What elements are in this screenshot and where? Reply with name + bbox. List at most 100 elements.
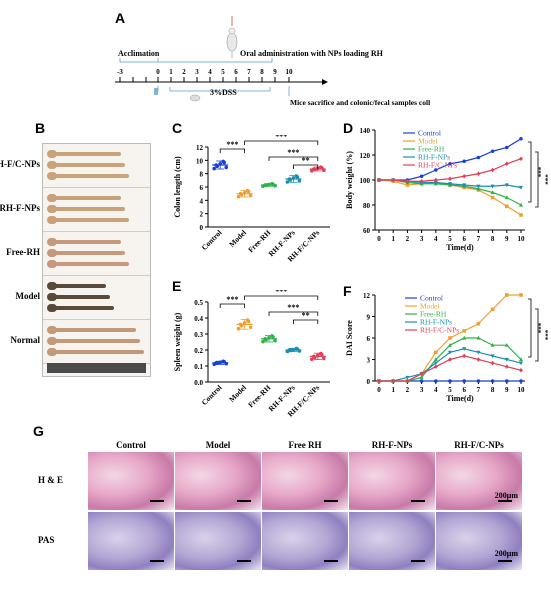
series-point	[476, 171, 481, 176]
series-point	[405, 179, 410, 184]
histology-micrograph	[88, 512, 174, 570]
colon-cecum	[47, 326, 57, 334]
x-axis-label: Time(d)	[446, 243, 474, 252]
colon-specimen	[47, 282, 106, 290]
histology-column-label: Free RH	[288, 440, 322, 450]
timeline-tick-label: 10	[286, 68, 294, 76]
significance-label: ***	[226, 140, 238, 149]
colon-group-label: RH-F/C-NPs	[0, 159, 40, 169]
series-point	[519, 361, 523, 366]
series-point	[476, 155, 481, 160]
x-tick-label: 10	[518, 235, 526, 243]
series-point	[419, 375, 424, 380]
colon-group-box	[43, 276, 150, 320]
x-tick-label: 9	[505, 386, 509, 394]
timeline-tick-label: 0	[156, 68, 160, 76]
y-tick-label: 0.4	[194, 315, 203, 323]
colon-cecum	[47, 249, 57, 257]
timeline-tick-label: 8	[260, 68, 264, 76]
series-point	[505, 145, 509, 150]
colon-cecum	[47, 150, 57, 158]
timeline-tick-label: 4	[208, 68, 212, 76]
colon-specimen	[47, 205, 125, 213]
y-tick-label: 3	[367, 357, 371, 365]
data-point	[261, 339, 265, 344]
x-tick-label: 6	[462, 386, 466, 394]
legend-label: RH-F/C-NPs	[420, 326, 459, 335]
dss-label: 3%DSS	[210, 88, 237, 97]
scale-bar	[498, 560, 512, 562]
y-axis-label: Body weight (%)	[345, 151, 354, 209]
significance-label: ***	[287, 148, 299, 157]
significance-bracket	[528, 141, 532, 203]
histology-micrograph	[175, 452, 261, 510]
colon-cecum	[47, 293, 57, 301]
significance-bracket	[293, 164, 319, 169]
series-point	[476, 184, 481, 189]
series-point	[505, 293, 509, 297]
series-point	[462, 174, 467, 179]
series-point	[448, 161, 452, 166]
scale-bar	[411, 560, 425, 562]
x-tick-label: 3	[420, 386, 424, 394]
legend-label: RH-F/C-NPs	[418, 161, 457, 170]
series-point	[433, 364, 438, 369]
series-point	[462, 329, 466, 333]
significance-bracket	[293, 319, 319, 324]
series-point	[519, 293, 523, 297]
chart-body-weight: 60 80 100 120 140 0 1 2 3 4 5 6 7 8 9 10 Time(d) Body wei…	[345, 127, 548, 252]
timeline-tick-label: 2	[182, 68, 186, 76]
histology-row-label: PAS	[38, 535, 55, 545]
series-point	[448, 336, 452, 340]
panel-letter-f: F	[343, 283, 352, 299]
y-tick-label: 9	[367, 314, 371, 322]
series-point	[476, 379, 481, 383]
colon-cecum	[47, 205, 57, 213]
mouse-small-icon	[189, 94, 201, 102]
x-tick-label: 0	[377, 386, 381, 394]
series-point	[504, 342, 509, 347]
y-tick-label: 2	[200, 211, 204, 219]
series-point	[476, 321, 481, 326]
colon-group-box	[43, 320, 150, 364]
colon-specimen	[47, 161, 125, 169]
series-point	[419, 174, 424, 179]
scale-bar	[150, 500, 164, 502]
significance-bracket	[244, 140, 319, 145]
category-label: Control	[200, 228, 224, 252]
y-tick-label: 6	[200, 184, 204, 192]
scale-bar	[237, 500, 251, 502]
significance-bracket	[535, 308, 539, 362]
histology-column-label: RH-F-NPs	[371, 440, 413, 450]
series-point	[490, 184, 495, 189]
x-tick-label: 9	[505, 235, 509, 243]
colon-cecum	[47, 260, 57, 268]
y-tick-label: 12	[196, 144, 204, 152]
data-point	[236, 326, 241, 331]
series-point	[490, 307, 495, 312]
data-point	[297, 179, 302, 183]
series-point	[433, 361, 438, 366]
y-tick-label: 6	[367, 335, 371, 343]
series-point	[490, 190, 495, 195]
series-point	[462, 335, 467, 340]
timeline-tick-label: -3	[117, 68, 123, 76]
series-point	[490, 195, 495, 200]
ruler	[47, 363, 146, 373]
series-point	[448, 350, 452, 355]
series-point	[419, 179, 424, 184]
y-tick-label: 4	[200, 197, 204, 205]
series-point	[519, 213, 523, 217]
histology-column-label: RH-F/C-NPs	[454, 440, 504, 450]
significance-bracket	[219, 148, 245, 153]
series-point	[519, 202, 523, 207]
colon-specimen	[47, 216, 129, 224]
y-tick-label: 12	[363, 292, 371, 300]
histology-column-label: Control	[116, 440, 146, 450]
series-point	[490, 360, 495, 366]
scale-label: 200μm	[494, 491, 518, 500]
scale-bar	[498, 500, 512, 502]
series-point	[462, 183, 467, 188]
colon-cecum	[47, 282, 57, 290]
series-point	[448, 342, 452, 347]
